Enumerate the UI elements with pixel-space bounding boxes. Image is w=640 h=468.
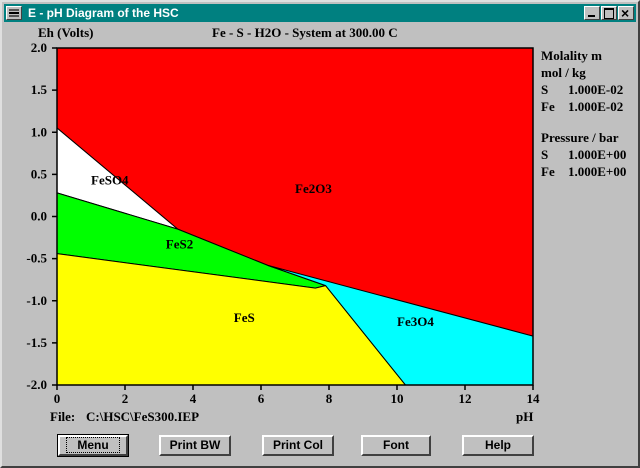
- diagram-area: Eh (Volts) Fe - S - H2O - System at 300.…: [4, 22, 636, 466]
- y-tick-label: 1.5: [31, 82, 48, 97]
- diagram-title: Fe - S - H2O - System at 300.00 C: [212, 25, 398, 40]
- file-path: C:\HSC\FeS300.IEP: [86, 409, 200, 424]
- print-col-button[interactable]: Print Col: [262, 435, 334, 456]
- y-tick-label: 0.5: [31, 166, 48, 181]
- window-title: E - pH Diagram of the HSC: [28, 6, 179, 20]
- font-button[interactable]: Font: [361, 435, 431, 456]
- x-tick-label: 8: [326, 391, 333, 406]
- molality-s-value: 1.000E-02: [568, 82, 624, 97]
- x-tick-label: 4: [190, 391, 197, 406]
- y-tick-label: 2.0: [31, 40, 47, 55]
- menu-button-label: Menu: [66, 437, 120, 453]
- x-tick-label: 6: [258, 391, 265, 406]
- molality-fe-value: 1.000E-02: [568, 99, 624, 114]
- menu-button[interactable]: Menu: [57, 434, 129, 457]
- y-tick-label: -1.5: [26, 335, 47, 350]
- region-label-fes2: FeS2: [166, 237, 193, 252]
- region-label-fe2o3: Fe2O3: [295, 181, 332, 196]
- x-tick-label: 12: [459, 391, 472, 406]
- help-button[interactable]: Help: [462, 435, 534, 456]
- x-axis-title: pH: [516, 409, 534, 424]
- region-label-fe3o4: Fe3O4: [397, 314, 434, 329]
- pressure-s-element: S: [541, 147, 549, 162]
- maximize-button[interactable]: [601, 6, 617, 20]
- pressure-title: Pressure / bar: [541, 130, 619, 145]
- y-tick-label: -1.0: [26, 293, 47, 308]
- close-button[interactable]: [618, 4, 634, 22]
- y-tick-label: -2.0: [26, 377, 47, 392]
- molality-unit: mol / kg: [541, 65, 586, 80]
- eh-ph-chart: Fe2O3 FeSO4 FeS2 FeS Fe3O4 0 2 4 6 8 10 12 14 2.0 1.5 1…: [26, 40, 541, 406]
- x-tick-label: 2: [122, 391, 129, 406]
- title-bar: E - pH Diagram of the HSC: [4, 4, 636, 22]
- region-label-feso4: FeSO4: [91, 172, 129, 187]
- y-axis-title: Eh (Volts): [38, 25, 94, 40]
- y-tick-label: -0.5: [26, 251, 47, 266]
- y-tick-label: 0.0: [31, 209, 47, 224]
- y-tick-label: 1.0: [31, 124, 47, 139]
- system-menu-icon[interactable]: [6, 6, 22, 20]
- pressure-s-value: 1.000E+00: [568, 147, 627, 162]
- x-tick-label: 0: [54, 391, 61, 406]
- minimize-button[interactable]: [584, 6, 600, 20]
- molality-s-element: S: [541, 82, 549, 97]
- print-bw-button[interactable]: Print BW: [159, 435, 231, 456]
- region-label-fes: FeS: [234, 310, 255, 325]
- molality-fe-element: Fe: [541, 99, 555, 114]
- x-tick-label: 10: [391, 391, 404, 406]
- x-tick-label: 14: [527, 391, 541, 406]
- file-label: File:: [50, 409, 76, 424]
- molality-title: Molality m: [541, 48, 603, 63]
- pressure-fe-value: 1.000E+00: [568, 164, 627, 179]
- pressure-fe-element: Fe: [541, 164, 555, 179]
